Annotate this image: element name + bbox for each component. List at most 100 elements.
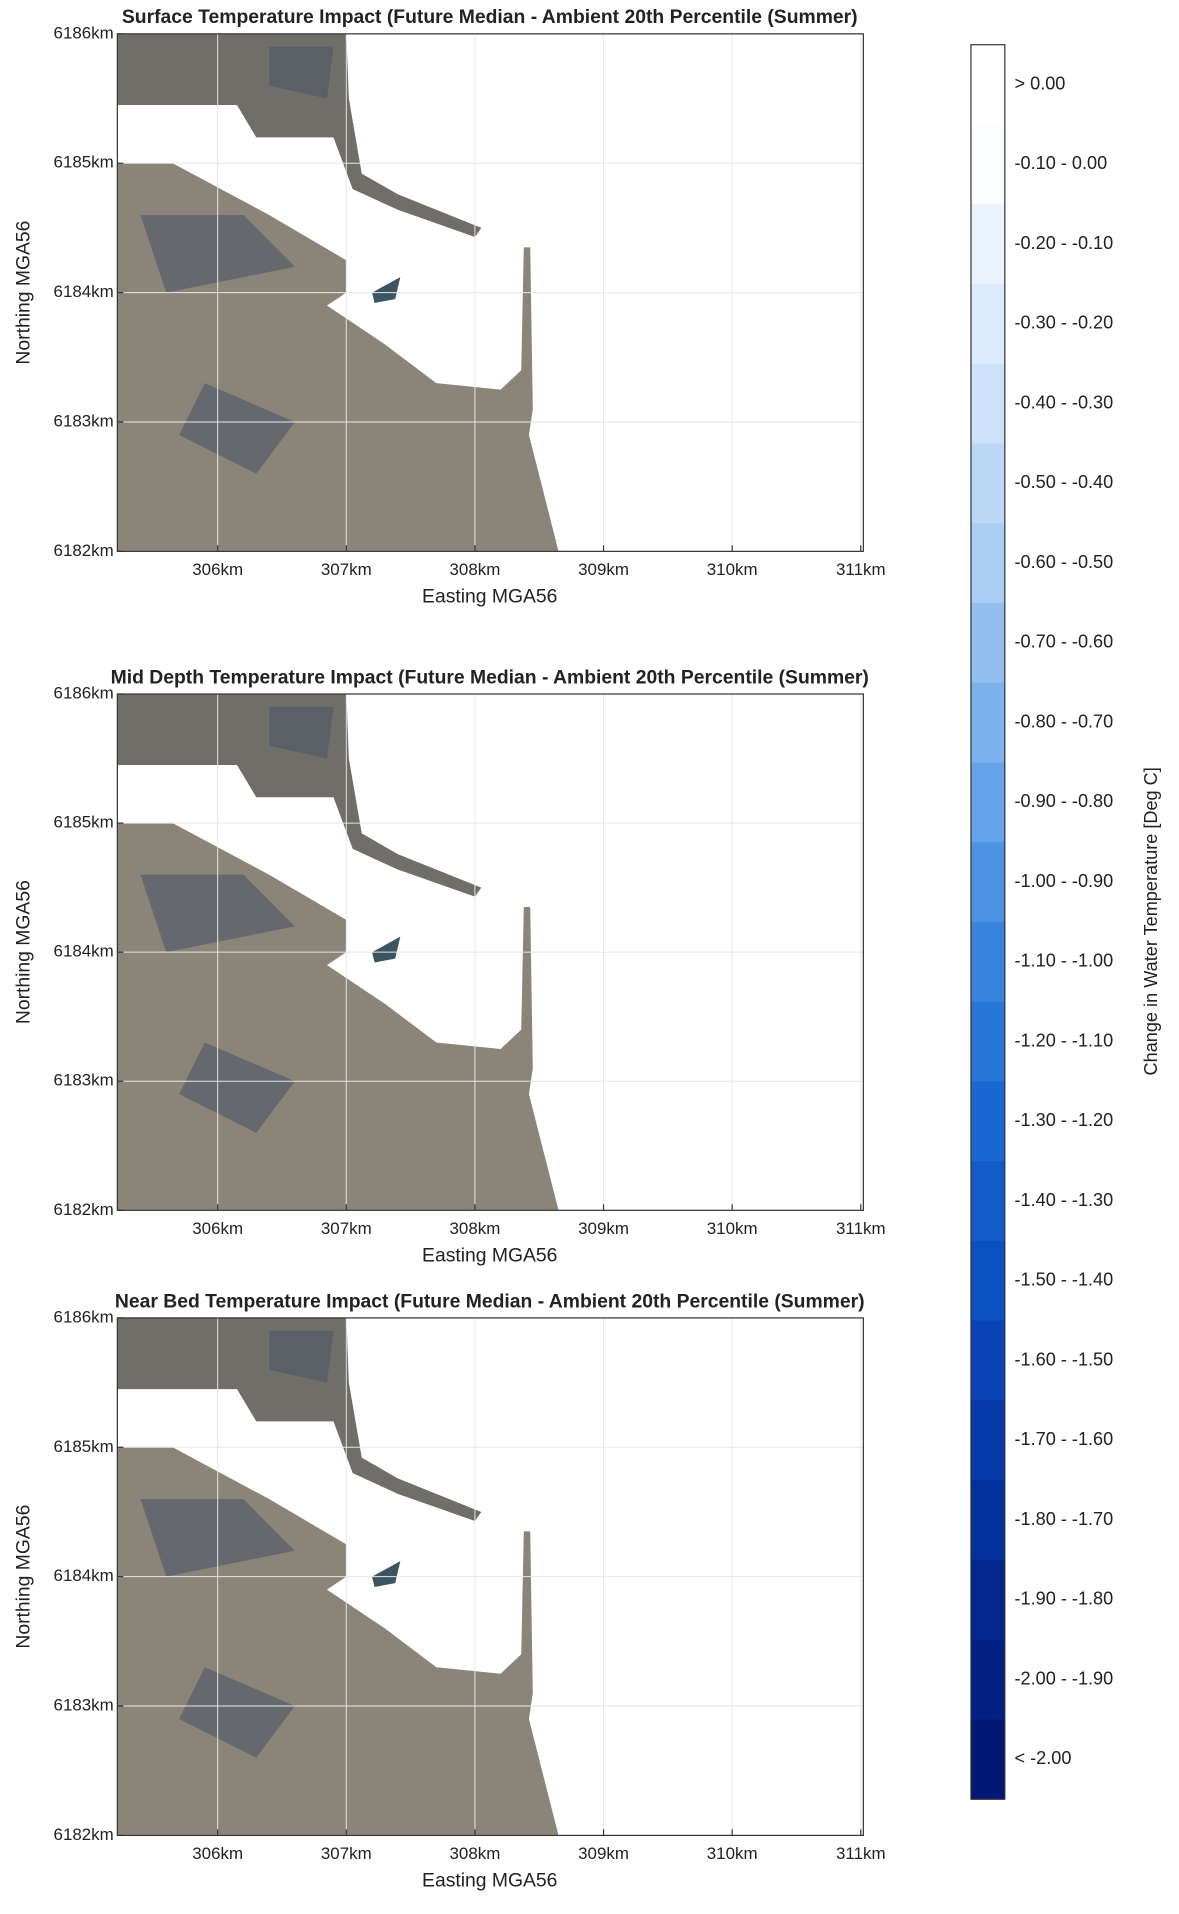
y-tick-label: 6186km [54, 1307, 114, 1326]
colorbar-label: -1.70 - -1.60 [1014, 1429, 1113, 1449]
panel-title: Mid Depth Temperature Impact (Future Med… [111, 666, 869, 688]
colorbar-swatch [970, 921, 1005, 1003]
colorbar-label: -1.00 - -0.90 [1014, 871, 1113, 891]
x-tick-label: 307km [321, 1219, 372, 1238]
colorbar-label: -0.10 - 0.00 [1014, 153, 1107, 173]
colorbar-label: -1.10 - -1.00 [1014, 951, 1113, 971]
land-texture [269, 46, 334, 99]
axes-frame [116, 33, 864, 552]
panel-title: Surface Temperature Impact (Future Media… [122, 6, 858, 28]
colorbar-swatch [970, 44, 1005, 126]
colorbar-swatch [970, 523, 1005, 604]
y-tick-label: 6184km [54, 282, 114, 301]
land-texture [179, 1667, 295, 1758]
x-tick-label: 306km [192, 560, 243, 579]
x-tick-label: 311km [836, 1219, 885, 1238]
colorbar-swatch [970, 682, 1005, 764]
x-tick-label: 306km [192, 1219, 243, 1238]
y-axis-label: Northing MGA56 [12, 880, 34, 1024]
y-axis-label: Northing MGA56 [12, 1505, 34, 1649]
land-imagery [372, 1561, 401, 1588]
x-tick-label: 308km [450, 1844, 501, 1863]
x-tick-label: 310km [707, 1219, 758, 1238]
x-tick-label: 311km [836, 1844, 885, 1863]
colorbar-swatch [970, 124, 1005, 205]
colorbar-label: > 0.00 [1014, 73, 1065, 93]
colorbar-label: -0.70 - -0.60 [1014, 632, 1113, 652]
land-imagery [117, 1317, 482, 1522]
y-tick-label: 6183km [54, 411, 114, 430]
x-tick-label: 308km [450, 1219, 501, 1238]
colorbar-label: -1.90 - -1.80 [1014, 1589, 1113, 1609]
colorbar-label: -1.40 - -1.30 [1014, 1190, 1113, 1210]
colorbar-swatch [970, 1081, 1005, 1162]
x-tick-label: 308km [450, 560, 501, 579]
x-axis-label: Easting MGA56 [422, 1244, 557, 1266]
x-tick-label: 310km [707, 560, 758, 579]
colorbar-swatch [970, 1161, 1005, 1242]
colorbar-swatch [970, 1480, 1005, 1561]
colorbar-label: -0.50 - -0.40 [1014, 472, 1113, 492]
colorbar-label: -0.40 - -0.30 [1014, 392, 1113, 412]
land-texture [269, 706, 334, 759]
y-tick-label: 6184km [54, 1566, 114, 1585]
colorbar-swatch [970, 204, 1005, 285]
x-tick-label: 310km [707, 1844, 758, 1863]
land-texture [179, 383, 295, 474]
colorbar-label: -2.00 - -1.90 [1014, 1668, 1113, 1688]
y-axis-label: Northing MGA56 [12, 221, 34, 365]
land-imagery [117, 33, 482, 237]
land-imagery [117, 694, 482, 897]
colorbar-swatch [970, 1559, 1005, 1641]
y-tick-label: 6186km [54, 683, 114, 702]
colorbar-swatch [970, 1320, 1005, 1402]
x-tick-label: 309km [578, 560, 629, 579]
x-tick-label: 309km [578, 1844, 629, 1863]
colorbar-swatch [970, 1400, 1005, 1481]
land-imagery [372, 936, 401, 963]
x-tick-label: 307km [321, 1844, 372, 1863]
y-tick-label: 6186km [54, 23, 114, 42]
colorbar-label: -1.80 - -1.70 [1014, 1509, 1113, 1529]
colorbar-frame [970, 44, 1006, 1800]
x-tick-label: 311km [836, 560, 885, 579]
panel-title: Near Bed Temperature Impact (Future Medi… [115, 1290, 865, 1312]
colorbar-swatch [970, 1240, 1005, 1322]
colorbar-swatch [970, 1001, 1005, 1083]
colorbar-label: -0.80 - -0.70 [1014, 711, 1113, 731]
y-tick-label: 6182km [54, 1200, 114, 1219]
colorbar-swatch [970, 1719, 1005, 1800]
colorbar-label: -0.30 - -0.20 [1014, 313, 1113, 333]
colorbar-label: -1.30 - -1.20 [1014, 1110, 1113, 1130]
colorbar-swatch [970, 283, 1005, 365]
colorbar-label: -1.60 - -1.50 [1014, 1349, 1113, 1369]
y-tick-label: 6182km [54, 1825, 114, 1844]
y-tick-label: 6185km [54, 813, 114, 832]
y-tick-label: 6184km [54, 942, 114, 961]
x-axis-label: Easting MGA56 [422, 585, 557, 607]
land-imagery [372, 277, 401, 303]
x-axis-label: Easting MGA56 [422, 1869, 557, 1891]
colorbar-swatch [970, 1639, 1005, 1720]
colorbar-label: < -2.00 [1014, 1748, 1071, 1768]
x-tick-label: 306km [192, 1844, 243, 1863]
x-tick-label: 307km [321, 560, 372, 579]
land-texture [269, 1330, 334, 1383]
colorbar-label: -0.60 - -0.50 [1014, 552, 1113, 572]
y-tick-label: 6183km [54, 1071, 114, 1090]
colorbar-swatch [970, 363, 1005, 445]
axes-frame [116, 1317, 864, 1837]
y-tick-label: 6183km [54, 1696, 114, 1715]
colorbar-label: -0.90 - -0.80 [1014, 791, 1113, 811]
axes-frame [116, 693, 864, 1211]
y-tick-label: 6185km [54, 153, 114, 172]
colorbar-swatch [970, 762, 1005, 843]
y-tick-label: 6185km [54, 1437, 114, 1456]
colorbar-label: -1.50 - -1.40 [1014, 1270, 1113, 1290]
x-tick-label: 309km [578, 1219, 629, 1238]
colorbar-swatch [970, 443, 1005, 524]
y-tick-label: 6182km [54, 541, 114, 560]
colorbar-title: Change in Water Temperature [Deg C] [1141, 767, 1161, 1075]
